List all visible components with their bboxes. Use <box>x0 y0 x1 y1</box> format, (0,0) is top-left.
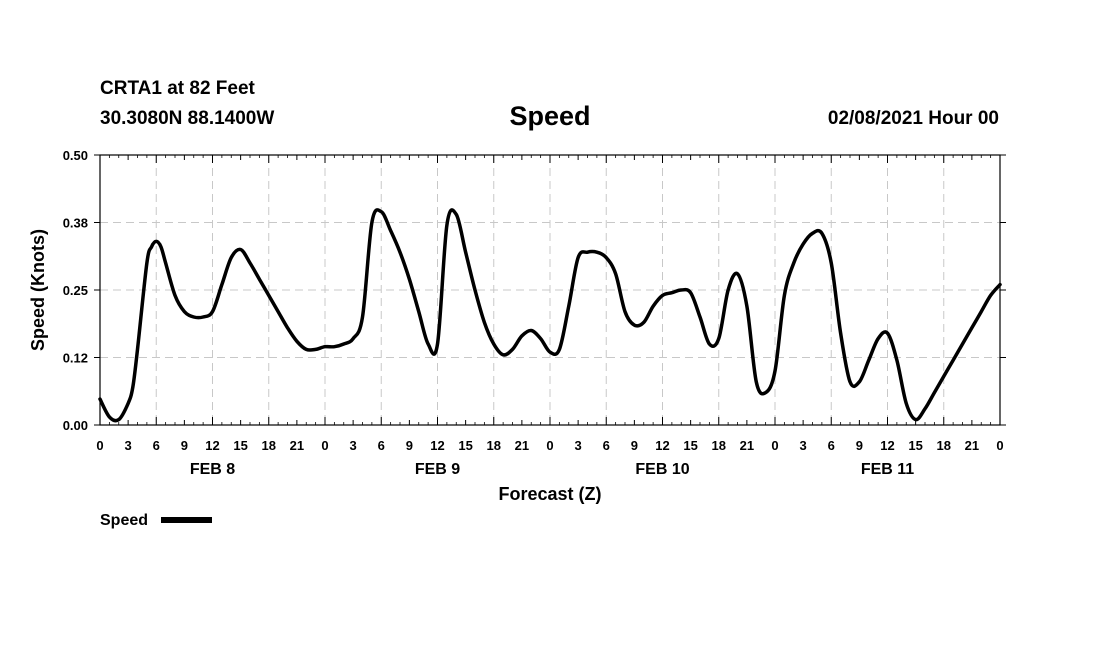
y-tick-labels: 0.00 0.12 0.25 0.38 0.50 <box>63 148 88 433</box>
x-tick-label: 0 <box>546 438 553 453</box>
x-axis-title: Forecast (Z) <box>498 484 601 504</box>
legend-label: Speed <box>100 512 148 529</box>
x-tick-label: 15 <box>683 438 697 453</box>
x-tick-label: 0 <box>771 438 778 453</box>
x-tick-label: 6 <box>153 438 160 453</box>
station-label: CRTA1 at 82 Feet <box>100 78 256 99</box>
chart-title: Speed <box>509 101 590 131</box>
y-tick-label: 0.38 <box>63 216 88 231</box>
x-tick-label: 3 <box>350 438 357 453</box>
x-tick-label: 9 <box>856 438 863 453</box>
y-tick-label: 0.12 <box>63 351 88 366</box>
coords-label: 30.3080N 88.1400W <box>100 108 274 129</box>
x-tick-label: 3 <box>575 438 582 453</box>
day-label: FEB 10 <box>635 461 689 478</box>
y-tick-label: 0.25 <box>63 283 88 298</box>
x-tick-label: 18 <box>262 438 276 453</box>
x-tick-label: 15 <box>458 438 472 453</box>
x-tick-labels: 0 3 6 9 12 15 18 21 0 3 6 9 12 15 18 21 0 3 6 9 12 15 18 21 0 3 6 9… <box>96 438 1003 453</box>
x-tick-label: 9 <box>631 438 638 453</box>
x-tick-label: 6 <box>828 438 835 453</box>
day-label: FEB 11 <box>861 461 914 478</box>
x-tick-label: 15 <box>908 438 922 453</box>
x-tick-label: 6 <box>378 438 385 453</box>
day-labels: FEB 8 FEB 9 FEB 10 FEB 11 <box>190 461 914 478</box>
x-tick-label: 0 <box>96 438 103 453</box>
x-tick-label: 3 <box>800 438 807 453</box>
day-label: FEB 9 <box>415 461 460 478</box>
speed-series-line <box>98 208 1002 423</box>
x-tick-label: 12 <box>205 438 219 453</box>
x-tick-label: 18 <box>487 438 501 453</box>
x-tick-label: 12 <box>880 438 894 453</box>
legend-swatch <box>161 517 212 523</box>
x-tick-label: 15 <box>233 438 247 453</box>
x-tick-label: 0 <box>996 438 1003 453</box>
y-tick-label: 0.00 <box>63 418 88 433</box>
x-tick-label: 21 <box>515 438 529 453</box>
x-tick-label: 18 <box>937 438 951 453</box>
x-tick-label: 9 <box>181 438 188 453</box>
x-tick-label: 12 <box>430 438 444 453</box>
y-tick-label: 0.50 <box>63 148 88 163</box>
datetime-label: 02/08/2021 Hour 00 <box>828 108 999 129</box>
y-axis-title: Speed (Knots) <box>28 229 48 351</box>
x-tick-label: 9 <box>406 438 413 453</box>
day-label: FEB 8 <box>190 461 235 478</box>
grid-lines <box>100 155 1000 425</box>
x-tick-label: 0 <box>321 438 328 453</box>
x-tick-label: 21 <box>740 438 754 453</box>
x-tick-label: 12 <box>655 438 669 453</box>
x-tick-label: 18 <box>712 438 726 453</box>
x-tick-label: 21 <box>290 438 304 453</box>
x-tick-label: 21 <box>965 438 979 453</box>
x-tick-label: 3 <box>125 438 132 453</box>
x-tick-label: 6 <box>603 438 610 453</box>
axis-ticks <box>94 154 1006 426</box>
